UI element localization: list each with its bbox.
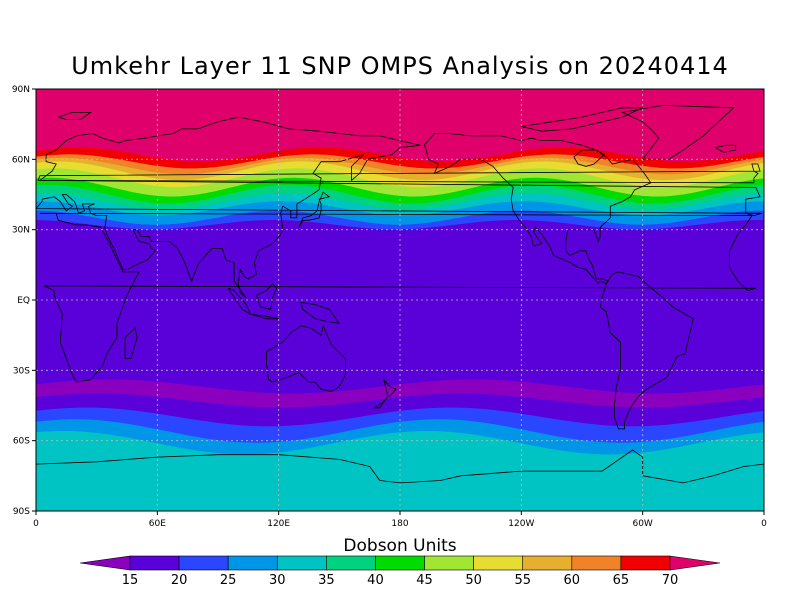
colorbar-level-label: 25 [220, 573, 237, 588]
coastline-africa [39, 212, 757, 383]
colorbar-box [620, 555, 671, 571]
chart-title: Umkehr Layer 11 SNP OMPS Analysis on 202… [71, 52, 729, 80]
contour-band [36, 431, 764, 511]
colorbar-level-label: 20 [171, 573, 188, 588]
x-tick-label: 60E [149, 519, 166, 529]
colorbar-level-label: 55 [514, 573, 531, 588]
coastline-europe-asia [36, 116, 763, 299]
contour-band [36, 219, 764, 395]
coastline-new-guinea [300, 301, 341, 324]
colorbar-box [473, 555, 524, 571]
y-tick-label: 90N [12, 85, 30, 95]
colorbar-extend-low [79, 555, 131, 571]
colorbar-box [375, 555, 425, 571]
y-tick-label: 90S [13, 507, 30, 517]
coastline-indonesia [227, 287, 279, 320]
colorbar-level-label: 50 [465, 573, 482, 588]
y-tick-label: 30N [12, 226, 30, 236]
y-tick-label: 60S [13, 437, 30, 447]
coastline-canada-islands [521, 107, 643, 132]
coastline-iceland [715, 144, 737, 153]
x-tick-label: 60W [632, 519, 652, 529]
coastline-australia [266, 324, 346, 392]
colorbar-level-label: 65 [613, 573, 630, 588]
y-tick-label: 30S [13, 366, 30, 376]
colorbar-box [129, 555, 180, 571]
coastline-greenland [621, 104, 735, 160]
colorbar-box [276, 555, 327, 571]
grid-lines [36, 89, 764, 511]
x-tick-label: 0 [33, 519, 39, 529]
colorbar-box [522, 555, 573, 571]
coastline-svalbard [58, 112, 92, 120]
x-tick-label: 120W [508, 519, 534, 529]
colorbar-level-label: 30 [269, 573, 286, 588]
coastline-new-zealand [372, 379, 397, 409]
colorbar-level-label: 70 [662, 573, 679, 588]
colorbar-level-label: 45 [416, 573, 433, 588]
ozone-field [36, 89, 764, 511]
coastline-borneo [256, 282, 278, 310]
coastline-uk [37, 163, 761, 184]
colorbar-level-label: 60 [564, 573, 581, 588]
x-tick-label: 0 [761, 519, 767, 529]
colorbar-box [424, 555, 474, 571]
colorbar-extend-high [669, 555, 721, 571]
colorbar-box [178, 555, 229, 571]
colorbar-level-label: 15 [122, 573, 139, 588]
coastline-antarctica [36, 449, 764, 484]
colorbar-box [326, 555, 376, 571]
colorbar-level-label: 35 [318, 573, 335, 588]
colorbar-label: Dobson Units [343, 536, 457, 556]
coastline-madagascar [124, 327, 138, 359]
y-tick-label: EQ [17, 296, 30, 306]
x-tick-label: 180 [391, 519, 408, 529]
colorbar-box [571, 555, 622, 571]
colorbar: 15 20 25 30 35 40 45 50 55 60 65 70 [79, 555, 721, 588]
x-tick-label: 120E [267, 519, 290, 529]
coastline-japan [298, 191, 331, 228]
y-axis: 90N 60N 30N EQ 30S 60S 90S [12, 85, 36, 517]
coastline-s-america [599, 271, 694, 430]
colorbar-box [227, 555, 278, 571]
colorbar-level-label: 40 [367, 573, 384, 588]
y-tick-label: 60N [12, 155, 30, 165]
coastline-n-america [423, 133, 652, 285]
coastlines [36, 104, 764, 484]
x-axis: 0 60E 120E 180 120W 60W 0 [33, 511, 767, 529]
